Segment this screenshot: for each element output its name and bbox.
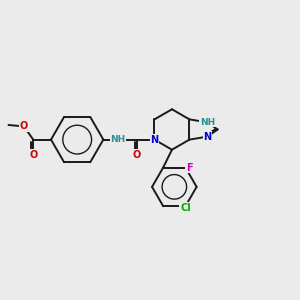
Text: F: F xyxy=(186,163,193,172)
Text: N: N xyxy=(150,135,158,145)
Text: NH: NH xyxy=(111,135,126,144)
Text: NH: NH xyxy=(200,118,215,127)
Text: O: O xyxy=(29,150,37,160)
Text: Cl: Cl xyxy=(180,202,191,213)
Text: N: N xyxy=(150,135,158,145)
Text: O: O xyxy=(20,122,28,131)
Text: O: O xyxy=(133,150,141,160)
Text: N: N xyxy=(203,132,212,142)
